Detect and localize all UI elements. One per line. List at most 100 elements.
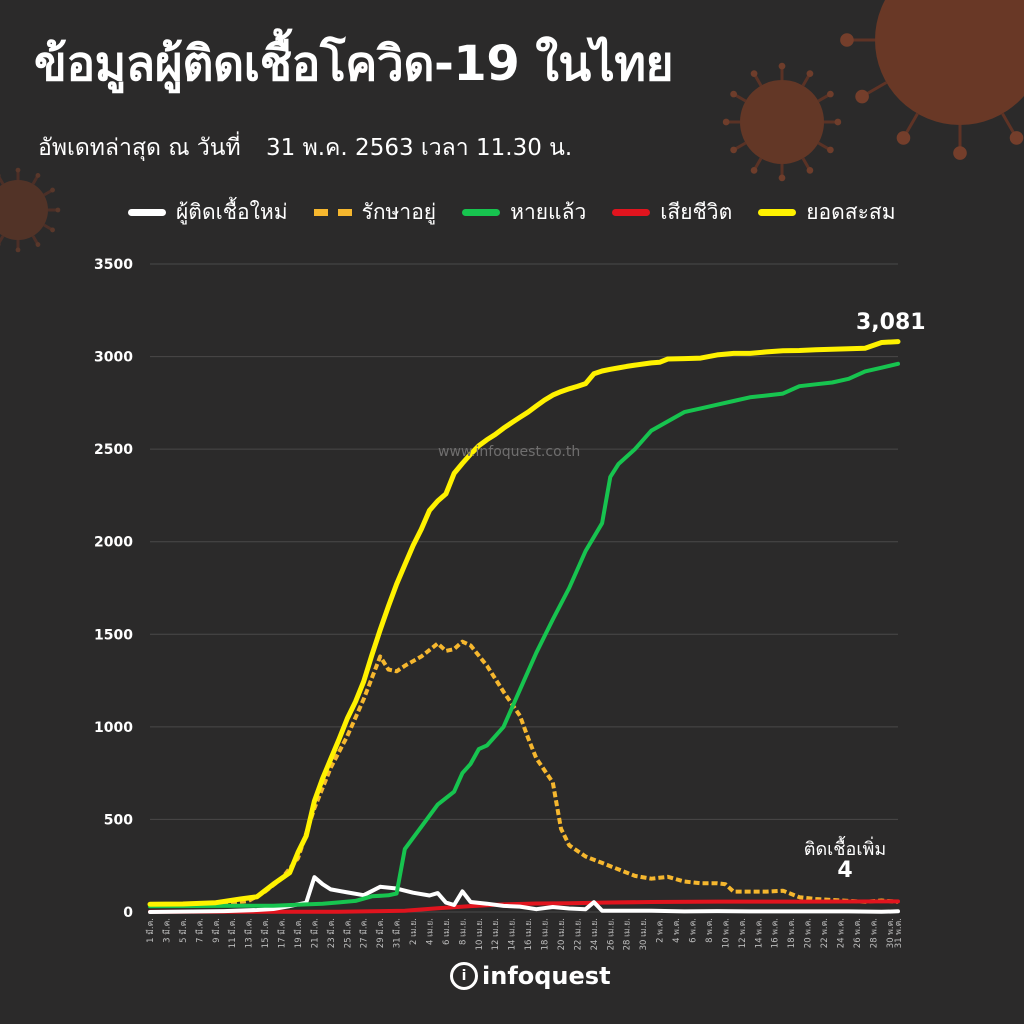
virus-icon	[722, 62, 842, 182]
virus-spike-tip	[827, 146, 834, 154]
series-line-recovered	[148, 361, 900, 909]
virus-spike	[43, 223, 53, 231]
x-tick-label: 20 พ.ค.	[804, 918, 814, 948]
x-tick-label: 8 พ.ค.	[705, 918, 715, 943]
x-tick-label: 10 เม.ย.	[475, 918, 485, 950]
legend-item-cumulative: ยอดสะสม	[758, 196, 896, 229]
x-tick-label: 2 เม.ย.	[409, 918, 419, 945]
x-tick-label: 6 เม.ย.	[442, 918, 452, 945]
update-subtitle: อัพเดทล่าสุด ณ วันที่ 31 พ.ค. 2563 เวลา …	[38, 130, 572, 166]
chart-grid	[150, 263, 898, 913]
virus-body	[875, 0, 1024, 125]
x-tick-label: 7 มี.ค.	[194, 918, 205, 943]
x-tick-label: 2 พ.ค.	[656, 918, 666, 943]
legend-item-deaths: เสียชีวิต	[612, 196, 732, 229]
virus-spike-tip	[730, 90, 737, 98]
legend-swatch-recovered	[462, 209, 501, 216]
legend-swatch-new-cases	[128, 209, 166, 216]
virus-spike-tip	[806, 70, 814, 77]
x-tick-label: 31 มี.ค.	[392, 918, 403, 948]
y-tick-label: 3000	[94, 350, 133, 366]
update-date: 31 พ.ค. 2563 เวลา 11.30 น.	[266, 135, 573, 161]
virus-spike-tip	[855, 89, 869, 104]
legend-item-active: รักษาอยู่	[313, 196, 437, 229]
x-tick-label: 14 เม.ย.	[508, 918, 518, 950]
x-tick-label: 8 เม.ย.	[458, 918, 468, 945]
page-title: ข้อมูลผู้ติดเชื้อโควิด-19 ในไทย	[34, 36, 674, 92]
virus-spike	[43, 189, 53, 197]
legend-swatch-deaths	[612, 209, 651, 216]
x-tick-label: 30 พ.ค.	[886, 918, 896, 948]
legend-swatch-cumulative	[758, 209, 797, 216]
x-tick-label: 6 พ.ค.	[689, 918, 699, 943]
virus-spike	[31, 235, 39, 245]
virus-spike	[817, 93, 831, 103]
x-tick-label: 13 มี.ค.	[244, 918, 255, 948]
y-axis: 0 500 1000 1500 2000 2500 3000 3500	[94, 257, 133, 921]
series-line-cumulative	[147, 339, 901, 907]
virus-spike	[817, 141, 831, 151]
x-tick-label: 19 มี.ค.	[293, 918, 304, 948]
virus-spike	[1001, 112, 1017, 137]
virus-spike	[733, 93, 747, 103]
virus-spike-tip	[953, 146, 967, 160]
x-tick-label: 28 พ.ค.	[869, 918, 879, 948]
y-tick-label: 2500	[94, 442, 133, 458]
virus-spike	[0, 235, 5, 245]
y-tick-label: 2000	[94, 535, 133, 551]
x-tick-label: 27 มี.ค.	[359, 918, 370, 948]
x-tick-label: 20 เม.ย.	[557, 918, 567, 950]
x-tick-label: 25 มี.ค.	[342, 918, 353, 948]
update-prefix: อัพเดทล่าสุด ณ วันที่	[38, 135, 241, 161]
logo-text: infoquest	[482, 962, 611, 990]
x-tick-label: 17 มี.ค.	[277, 918, 288, 948]
virus-spike-tip	[827, 90, 834, 98]
legend-label-active: รักษาอยู่	[361, 200, 437, 224]
y-tick-label: 0	[123, 905, 133, 921]
virus-spike-tip	[750, 70, 758, 77]
x-tick-label: 22 เม.ย.	[573, 918, 583, 950]
virus-spike-tip	[15, 167, 21, 173]
legend-item-new-cases: ผู้ติดเชื้อใหม่	[128, 196, 288, 229]
legend-label-deaths: เสียชีวิต	[660, 200, 733, 224]
virus-decoration	[0, 0, 1024, 253]
virus-spike	[0, 175, 5, 185]
legend-item-recovered: หายแล้ว	[462, 196, 586, 229]
x-tick-label: 18 พ.ค.	[787, 918, 797, 948]
virus-spike	[733, 141, 747, 151]
x-tick-label: 31 พ.ค.	[894, 918, 904, 948]
virus-spike-tip	[730, 146, 737, 154]
x-tick-label: 15 มี.ค.	[260, 918, 271, 948]
chart-legend: ผู้ติดเชื้อใหม่ รักษาอยู่ หายแล้ว เสียชี…	[128, 196, 896, 229]
virus-spike-tip	[722, 118, 730, 126]
virus-spike-tip	[55, 207, 61, 213]
virus-spike-tip	[840, 33, 854, 47]
virus-icon	[840, 0, 1024, 160]
x-tick-label: 4 พ.ค.	[672, 918, 682, 943]
x-tick-label: 29 มี.ค.	[375, 918, 386, 948]
x-tick-label: 22 พ.ค.	[820, 918, 830, 948]
x-axis: 1 มี.ค. 3 มี.ค. 5 มี.ค. 7 มี.ค. 9 มี.ค. 11 มี…	[145, 918, 904, 950]
x-tick-label: 5 มี.ค.	[178, 918, 189, 943]
y-tick-label: 3500	[94, 257, 133, 273]
x-tick-label: 26 พ.ค.	[853, 918, 863, 948]
infoquest-logo: i infoquest	[450, 962, 611, 990]
x-tick-label: 11 มี.ค.	[227, 918, 238, 948]
virus-spike-tip	[35, 242, 41, 247]
virus-spike-tip	[778, 62, 786, 70]
series-line-active	[149, 639, 899, 907]
new-cases-annotation-label: ติดเชื้อเพิ่ม	[803, 839, 887, 860]
virus-spike	[863, 81, 888, 97]
virus-spike-tip	[50, 187, 55, 193]
virus-spike	[903, 112, 919, 137]
chart-series	[147, 339, 901, 914]
virus-spike-tip	[834, 118, 842, 126]
x-tick-label: 18 เม.ย.	[541, 918, 551, 950]
x-tick-label: 14 พ.ค.	[754, 918, 764, 948]
x-tick-label: 24 เม.ย.	[590, 918, 600, 950]
x-tick-label: 3 มี.ค.	[161, 918, 172, 943]
virus-spike-tip	[778, 174, 786, 182]
x-tick-label: 12 เม.ย.	[491, 918, 501, 950]
x-tick-label: 10 พ.ค.	[721, 918, 731, 948]
